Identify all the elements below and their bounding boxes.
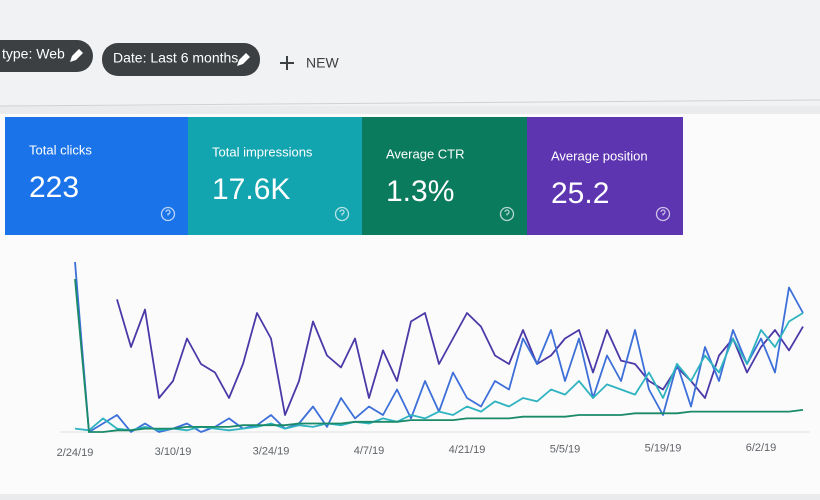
x-tick-label: 4/7/19 <box>354 445 385 457</box>
metric-card[interactable] <box>362 117 527 235</box>
metric-label: Total impressions <box>212 144 313 159</box>
x-tick-label: 2/24/19 <box>57 447 94 459</box>
metric-value: 25.2 <box>551 177 609 210</box>
metric-label: Average CTR <box>386 146 465 161</box>
metric-card[interactable] <box>188 117 362 235</box>
help-icon[interactable] <box>334 206 350 222</box>
x-tick-label: 3/24/19 <box>253 446 290 458</box>
series-line <box>74 278 804 433</box>
edit-icon <box>237 53 250 66</box>
edit-icon <box>70 49 83 62</box>
help-glyph <box>504 209 510 216</box>
metric-card[interactable] <box>5 117 188 235</box>
help-glyph <box>339 209 345 216</box>
new-button[interactable]: NEW <box>280 55 339 71</box>
new-label: NEW <box>306 55 339 71</box>
x-tick-label: 5/5/19 <box>550 443 581 455</box>
x-tick-label: 3/10/19 <box>155 446 192 458</box>
filter-chip[interactable] <box>0 40 93 72</box>
chip-label: type: Web <box>2 46 65 62</box>
plus-icon <box>280 56 294 70</box>
series-line <box>74 312 804 432</box>
metric-label: Total clicks <box>29 142 92 157</box>
x-tick-label: 5/19/19 <box>645 443 682 455</box>
help-icon[interactable] <box>160 206 176 222</box>
divider <box>0 99 820 107</box>
chip-label: Date: Last 6 months <box>113 50 238 66</box>
filter-chip[interactable] <box>102 43 260 76</box>
metric-label: Average position <box>551 148 648 163</box>
x-tick-label: 4/21/19 <box>449 444 486 456</box>
help-glyph <box>165 209 171 216</box>
help-icon[interactable] <box>655 206 671 222</box>
help-glyph <box>660 209 666 216</box>
metric-value: 1.3% <box>386 175 454 208</box>
help-icon[interactable] <box>499 206 515 222</box>
metric-value: 17.6K <box>212 173 290 206</box>
x-tick-label: 6/2/19 <box>746 442 777 454</box>
metric-value: 223 <box>29 171 79 204</box>
